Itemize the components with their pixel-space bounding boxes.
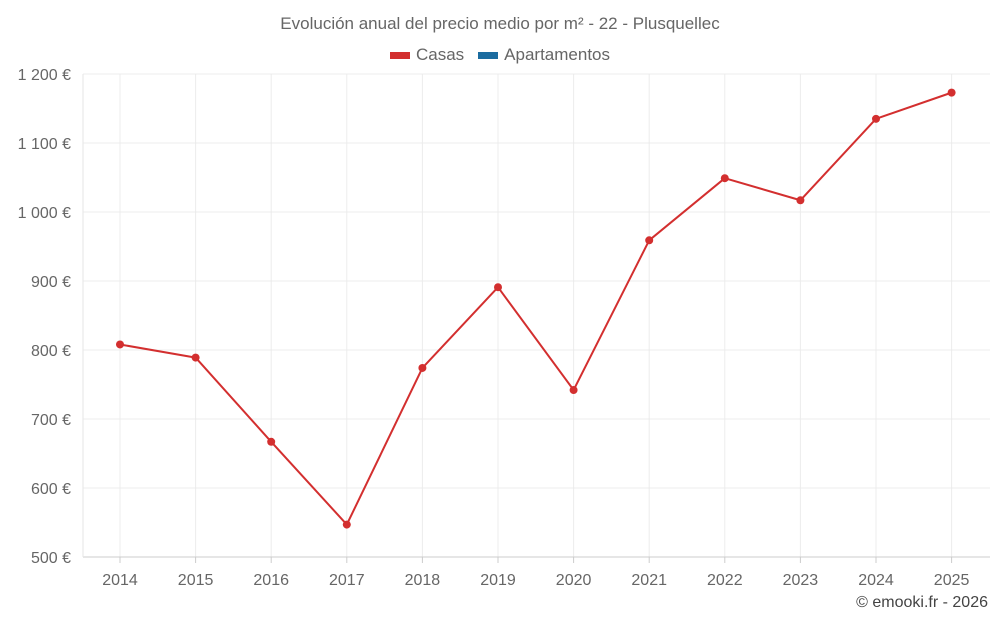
data-point-casas-2015[interactable] — [191, 353, 200, 362]
data-point-casas-2016[interactable] — [267, 437, 276, 446]
y-tick-label: 1 100 € — [18, 136, 71, 153]
data-point-casas-2025[interactable] — [947, 88, 956, 97]
data-point-casas-2024[interactable] — [872, 114, 880, 123]
x-tick-label: 2025 — [934, 572, 970, 589]
data-point-casas-2022[interactable] — [720, 174, 729, 183]
y-tick-label: 600 € — [31, 481, 71, 498]
y-tick-label: 500 € — [31, 550, 71, 567]
data-point-casas-2023[interactable] — [796, 196, 805, 205]
legend-item-casas[interactable]: Casas — [389, 45, 465, 65]
data-point-casas-2021[interactable] — [645, 236, 654, 245]
data-point-casas-2018[interactable] — [418, 363, 427, 372]
y-tick-label: 800 € — [31, 343, 71, 360]
y-tick-label: 1 000 € — [18, 205, 71, 222]
data-point-casas-2014[interactable] — [116, 340, 124, 349]
data-point-casas-2020[interactable] — [569, 386, 578, 395]
legend: Casas Apartamentos — [0, 45, 1000, 65]
copyright-footer: © emooki.fr - 2026 — [856, 594, 988, 611]
legend-item-apartamentos[interactable]: Apartamentos — [478, 45, 610, 65]
x-tick-label: 2016 — [253, 572, 289, 589]
x-tick-label: 2024 — [858, 572, 894, 589]
series-line-casas — [119, 91, 952, 526]
y-tick-label: 900 € — [31, 274, 71, 291]
data-point-casas-2017[interactable] — [342, 520, 351, 529]
x-tick-label: 2015 — [178, 572, 214, 589]
axes: 500 € 600 € 700 € 800 € 900 € 1 000 € 1 100 € 1… — [18, 67, 990, 589]
chart-title: Evolución anual del precio medio por m² … — [280, 14, 720, 33]
x-tick-label: 2021 — [631, 572, 667, 589]
x-tick-label: 2017 — [329, 572, 365, 589]
y-tick-label: 1 200 € — [18, 67, 71, 84]
legend-label-casas: Casas — [415, 45, 465, 64]
x-tick-label: 2020 — [556, 572, 592, 589]
x-tick-label: 2014 — [102, 572, 138, 589]
x-tick-label: 2023 — [783, 572, 819, 589]
x-tick-label: 2018 — [405, 572, 441, 589]
x-tick-label: 2019 — [480, 572, 516, 589]
series-casas — [116, 88, 956, 529]
legend-swatch-casas — [389, 51, 410, 59]
y-tick-label: 700 € — [31, 412, 71, 429]
data-point-casas-2019[interactable] — [494, 283, 502, 292]
x-tick-label: 2022 — [707, 572, 743, 589]
legend-swatch-apartamentos — [478, 51, 499, 59]
legend-label-apartamentos: Apartamentos — [504, 45, 611, 64]
grid — [83, 73, 990, 557]
